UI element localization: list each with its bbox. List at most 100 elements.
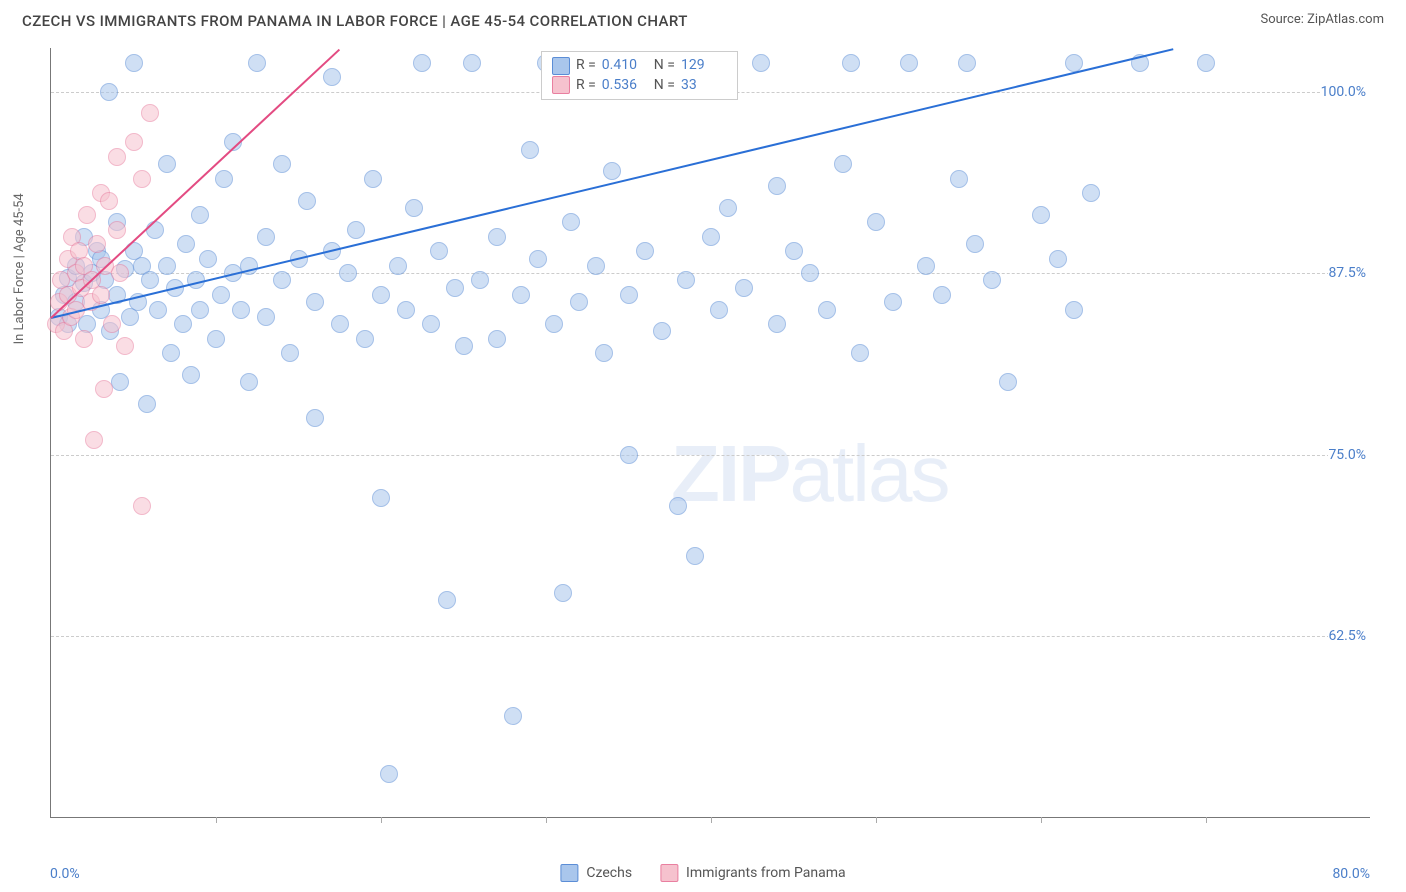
data-point-czechs [257,308,275,326]
data-point-czechs [752,54,770,72]
swatch-blue-icon [560,864,578,882]
watermark-rest: atlas [789,429,948,518]
data-point-czechs [521,141,539,159]
data-point-czechs [603,162,621,180]
data-point-czechs [785,242,803,260]
data-point-czechs [257,228,275,246]
watermark-bold: ZIP [671,429,789,518]
x-tick [546,817,547,823]
legend-label-czechs: Czechs [586,865,632,881]
data-point-czechs [867,213,885,231]
data-point-czechs [455,337,473,355]
data-point-czechs [413,54,431,72]
plot-area: R = 0.410 N = 129 R = 0.536 N = 33 ZIPat… [50,48,1370,818]
data-point-czechs [422,315,440,333]
data-point-czechs [966,235,984,253]
data-point-czechs [125,54,143,72]
data-point-panama [125,133,143,151]
watermark: ZIPatlas [671,428,948,520]
data-point-czechs [281,344,299,362]
data-point-czechs [232,301,250,319]
data-point-czechs [306,409,324,427]
data-point-czechs [587,257,605,275]
data-point-czechs [438,591,456,609]
data-point-czechs [146,221,164,239]
data-point-czechs [347,221,365,239]
data-point-czechs [331,315,349,333]
data-point-panama [92,286,110,304]
data-point-czechs [554,584,572,602]
data-point-czechs [677,271,695,289]
x-tick [1041,817,1042,823]
data-point-czechs [215,170,233,188]
y-tick-label: 87.5% [1328,265,1372,281]
x-tick [381,817,382,823]
data-point-czechs [471,271,489,289]
data-point-czechs [917,257,935,275]
data-point-czechs [801,264,819,282]
data-point-czechs [191,206,209,224]
data-point-czechs [191,301,209,319]
r-value-blue: 0.410 [602,56,648,76]
data-point-czechs [372,489,390,507]
y-tick-label: 62.5% [1328,628,1372,644]
data-point-panama [85,431,103,449]
data-point-czechs [595,344,613,362]
series-legend: Czechs Immigrants from Panama [560,864,845,882]
n-value-blue: 129 [681,56,727,76]
data-point-panama [111,264,129,282]
data-point-czechs [182,366,200,384]
data-point-czechs [158,155,176,173]
stats-row-czechs: R = 0.410 N = 129 [552,56,727,76]
data-point-czechs [138,395,156,413]
data-point-czechs [768,315,786,333]
n-label: N = [654,56,675,76]
data-point-czechs [529,250,547,268]
data-point-czechs [900,54,918,72]
data-point-czechs [570,293,588,311]
n-label: N = [654,76,675,96]
data-point-czechs [545,315,563,333]
data-point-czechs [620,446,638,464]
data-point-czechs [306,293,324,311]
data-point-czechs [653,322,671,340]
data-point-panama [100,192,118,210]
data-point-czechs [430,242,448,260]
data-point-czechs [983,271,1001,289]
data-point-czechs [504,707,522,725]
data-point-czechs [207,330,225,348]
data-point-czechs [768,177,786,195]
data-point-czechs [1032,206,1050,224]
data-point-czechs [562,213,580,231]
data-point-czechs [818,301,836,319]
data-point-czechs [174,315,192,333]
data-point-czechs [405,199,423,217]
x-axis-max-label: 80.0% [1332,866,1370,882]
data-point-czechs [339,264,357,282]
y-axis-title: In Labor Force | Age 45-54 [12,193,27,344]
data-point-czechs [735,279,753,297]
data-point-czechs [149,301,167,319]
data-point-czechs [446,279,464,297]
data-point-czechs [620,286,638,304]
swatch-pink-icon [552,76,570,94]
data-point-czechs [488,330,506,348]
data-point-czechs [710,301,728,319]
data-point-czechs [463,54,481,72]
gridline [51,455,1370,456]
data-point-czechs [158,257,176,275]
data-point-czechs [686,547,704,565]
data-point-czechs [636,242,654,260]
r-value-pink: 0.536 [602,76,648,96]
data-point-panama [133,497,151,515]
data-point-czechs [1197,54,1215,72]
swatch-pink-icon [660,864,678,882]
data-point-czechs [512,286,530,304]
chart-source: Source: ZipAtlas.com [1260,12,1384,27]
data-point-czechs [141,271,159,289]
data-point-czechs [1049,250,1067,268]
data-point-czechs [389,257,407,275]
data-point-panama [95,380,113,398]
data-point-czechs [1065,54,1083,72]
data-point-czechs [933,286,951,304]
